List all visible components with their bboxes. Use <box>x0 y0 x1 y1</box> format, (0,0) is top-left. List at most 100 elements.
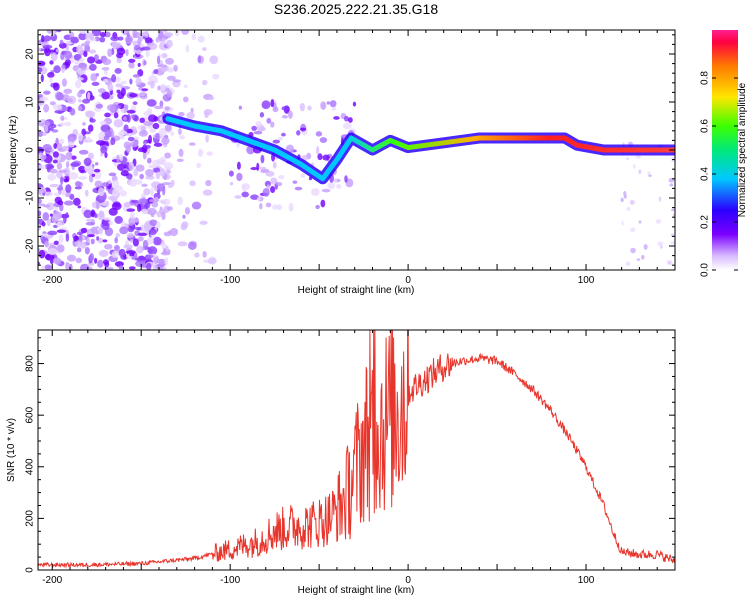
spectrogram-noise-cell <box>38 164 47 170</box>
spectrogram-noise-cell <box>86 237 91 244</box>
spectrogram-noise-cell <box>208 256 217 265</box>
spectrogram-noise-cell <box>138 130 148 137</box>
spectrogram-noise-cell <box>59 39 64 45</box>
spectrogram-noise-cell <box>159 156 167 166</box>
spectrogram-noise-cell <box>130 114 135 119</box>
spectrogram-noise-cell <box>74 181 82 187</box>
spectrogram-noise-cell <box>46 218 51 227</box>
spectrogram-noise-cell <box>157 258 165 264</box>
spectrogram-noise-cell <box>77 91 83 98</box>
spectrogram-noise-cell <box>166 206 173 211</box>
spectrogram-noise-cell <box>122 116 128 121</box>
spectrogram-noise-cell <box>181 221 189 229</box>
spectrogram-noise-cell <box>623 191 627 196</box>
spectrogram-noise-cell <box>147 114 157 123</box>
spectrogram-noise-cell <box>139 91 146 97</box>
spectrogram-noise-cell <box>257 196 261 201</box>
spectrogram-noise-cell <box>44 191 54 197</box>
snr-y-tick-label: 0 <box>25 567 36 573</box>
spectrogram-noise-cell <box>169 227 179 237</box>
spectrogram-noise-cell <box>204 110 209 119</box>
spectrogram-noise-cell <box>316 145 320 155</box>
spectrogram-noise-cell <box>53 192 60 197</box>
spectrogram-noise-cell <box>64 59 71 66</box>
spectrogram-noise-cell <box>202 189 213 196</box>
spectrogram-noise-cell <box>281 114 289 119</box>
spectrogram-noise-cell <box>90 73 98 82</box>
spectrogram-noise-cell <box>170 131 175 137</box>
spectrogram-noise-cell <box>84 164 93 173</box>
spectrogram-noise-cell <box>145 175 155 180</box>
spectrogram-noise-cell <box>165 57 174 65</box>
spectrogram-noise-cell <box>299 127 307 131</box>
spectrogram-noise-cell <box>191 33 197 41</box>
spectrogram-noise-cell <box>87 124 94 132</box>
spectrogram-noise-cell <box>65 212 69 217</box>
spectrogram-y-tick-label: 0 <box>25 147 36 153</box>
spectrogram-noise-cell <box>116 154 120 164</box>
spectrogram-noise-cell <box>228 170 234 177</box>
spectrogram-noise-cell <box>101 182 110 187</box>
spectrogram-noise-cell <box>123 124 129 133</box>
spectrogram-noise-cell <box>150 213 155 218</box>
spectrogram-noise-cell <box>623 194 627 199</box>
spectrogram-noise-cell <box>61 190 67 197</box>
spectrogram-noise-cell <box>626 157 629 160</box>
spectrogram-noise-cell <box>149 80 155 89</box>
spectrogram-noise-cell <box>128 58 136 63</box>
spectrogram-noise-cell <box>326 101 330 105</box>
spectrogram-noise-cell <box>287 110 293 119</box>
spectrogram-noise-cell <box>329 100 337 108</box>
spectrogram-noise-cell <box>123 201 131 208</box>
spectrogram-noise-cell <box>43 35 52 42</box>
spectrogram-noise-cell <box>52 104 63 111</box>
spectrogram-noise-cell <box>60 115 65 122</box>
spectrogram-noise-cell <box>119 226 129 235</box>
colorbar-tick-label: 0.0 <box>700 263 711 277</box>
spectrogram-noise-cell <box>48 127 54 131</box>
spectrogram-noise-cell <box>149 199 159 203</box>
spectrogram-noise-cell <box>78 165 86 173</box>
spectrogram-noise-cell <box>319 137 328 143</box>
spectrogram-noise-cell <box>125 35 134 45</box>
spectrogram-noise-cell <box>265 202 272 208</box>
spectrogram-noise-cell <box>161 182 172 186</box>
spectrogram-noise-cell <box>56 229 67 233</box>
spectrogram-noise-cell <box>129 78 133 85</box>
spectrogram-noise-cell <box>95 200 100 210</box>
spectrogram-noise-cell <box>161 198 171 206</box>
spectrogram-noise-cell <box>331 107 337 111</box>
spectrogram-noise-cell <box>160 83 167 91</box>
spectrogram-noise-cell <box>87 92 91 101</box>
spectrogram-noise-cell <box>162 30 168 33</box>
spectrogram-noise-cell <box>164 152 171 159</box>
spectrogram-noise-cell <box>161 67 168 72</box>
spectrogram-noise-cell <box>202 47 207 52</box>
spectrogram-noise-cell <box>236 172 243 182</box>
spectrogram-noise-cell <box>157 85 161 91</box>
spectrogram-noise-cell <box>38 146 44 155</box>
spectrogram-noise-cell <box>99 120 107 126</box>
spectrogram-noise-cell <box>659 245 663 249</box>
figure-title: S236.2025.222.21.35.G18 <box>274 1 438 17</box>
spectrogram-noise-cell <box>123 104 129 110</box>
spectrogram-noise-cell <box>114 236 118 244</box>
spectrogram-noise-cell <box>261 100 271 109</box>
spectrogram-noise-cell <box>319 101 327 110</box>
spectrogram-noise-cell <box>78 30 88 35</box>
spectrogram-y-label: Frequency (Hz) <box>8 116 19 185</box>
spectrogram-noise-cell <box>260 154 265 164</box>
spectrogram-noise-cell <box>138 198 148 205</box>
spectrogram-noise-cell <box>161 37 166 42</box>
spectrogram-noise-cell <box>116 52 124 59</box>
spectrogram-noise-cell <box>44 240 49 248</box>
spectrogram-noise-cell <box>234 195 242 199</box>
spectrogram-noise-cell <box>61 146 68 150</box>
spectrogram-noise-cell <box>183 84 188 89</box>
spectrogram-noise-cell <box>49 165 55 169</box>
spectrogram-noise-cell <box>54 257 62 266</box>
spectrogram-noise-cell <box>270 121 275 128</box>
spectrogram-noise-cell <box>132 238 139 247</box>
spectrogram-noise-cell <box>161 136 170 145</box>
